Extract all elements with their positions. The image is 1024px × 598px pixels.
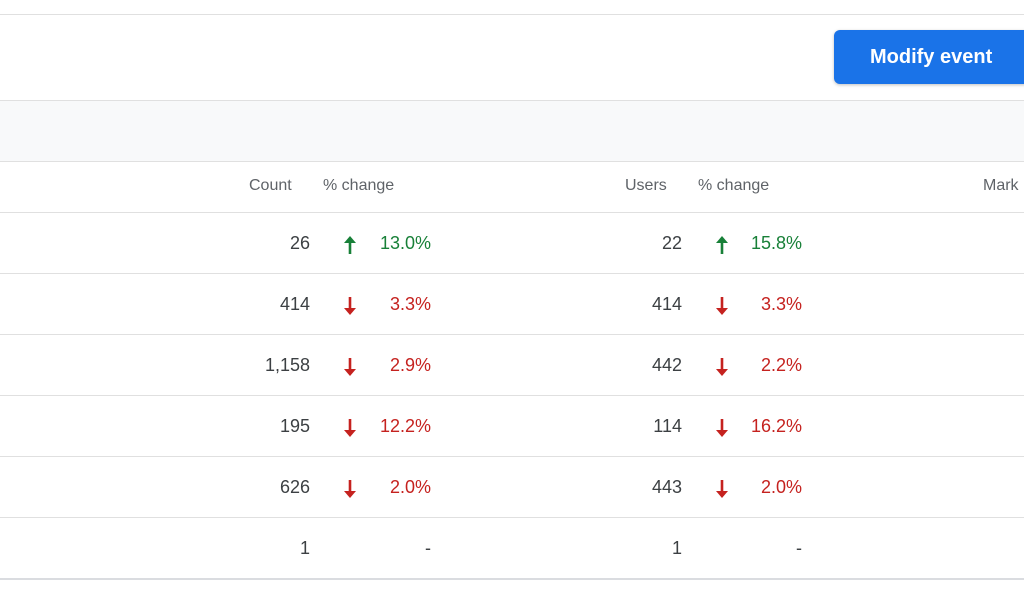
- arrow-down-icon: [715, 418, 729, 438]
- count-change-value: 13.0%: [379, 233, 431, 253]
- users-value: 22: [661, 233, 682, 253]
- top-divider: [0, 14, 1024, 15]
- count-value: 26: [289, 233, 310, 253]
- count-value: 626: [279, 477, 310, 497]
- table-row[interactable]: 1,158 2.9% 442 2.2%: [0, 335, 1024, 396]
- arrow-down-icon: [715, 357, 729, 377]
- arrow-down-icon: [715, 479, 729, 499]
- column-header-count-change[interactable]: % change: [323, 177, 395, 194]
- arrow-down-icon: [343, 479, 357, 499]
- table-bottom-border: [0, 578, 1024, 580]
- users-change-value: 16.2%: [750, 416, 802, 436]
- table-header: Count % change Users % change Mark: [0, 161, 1024, 213]
- users-change-value: 3.3%: [760, 294, 802, 314]
- users-value: 1: [671, 538, 682, 558]
- arrow-up-icon: [343, 235, 357, 255]
- arrow-down-icon: [343, 418, 357, 438]
- column-header-users[interactable]: Users: [625, 177, 667, 194]
- count-value: 195: [279, 416, 310, 436]
- table-row[interactable]: 626 2.0% 443 2.0%: [0, 457, 1024, 518]
- table-toolbar-band: [0, 100, 1024, 162]
- users-change-value: 2.0%: [760, 477, 802, 497]
- table-row[interactable]: 414 3.3% 414 3.3%: [0, 274, 1024, 335]
- column-header-users-change[interactable]: % change: [698, 177, 770, 194]
- users-change-value: 15.8%: [750, 233, 802, 253]
- users-value: 442: [651, 355, 682, 375]
- count-change-value: 3.3%: [389, 294, 431, 314]
- users-value: 414: [651, 294, 682, 314]
- arrow-down-icon: [343, 357, 357, 377]
- arrow-down-icon: [715, 296, 729, 316]
- table-row[interactable]: 195 12.2% 114 16.2%: [0, 396, 1024, 457]
- users-value: 114: [653, 416, 682, 436]
- users-change-value: -: [796, 538, 802, 558]
- count-change-value: 2.0%: [389, 477, 431, 497]
- arrow-down-icon: [343, 296, 357, 316]
- count-change-value: 12.2%: [379, 416, 431, 436]
- modify-event-button[interactable]: Modify event: [834, 30, 1024, 84]
- count-change-value: -: [425, 538, 431, 558]
- arrow-up-icon: [715, 235, 729, 255]
- count-change-value: 2.9%: [389, 355, 431, 375]
- users-change-value: 2.2%: [760, 355, 802, 375]
- count-value: 1,158: [264, 355, 310, 375]
- users-value: 443: [651, 477, 682, 497]
- count-value: 414: [279, 294, 310, 314]
- table-row[interactable]: 1 - 1 -: [0, 518, 1024, 579]
- column-header-count[interactable]: Count: [249, 177, 292, 194]
- column-header-marked[interactable]: Mark: [983, 177, 1019, 194]
- count-value: 1: [299, 538, 310, 558]
- table-row[interactable]: 26 13.0% 22 15.8%: [0, 213, 1024, 274]
